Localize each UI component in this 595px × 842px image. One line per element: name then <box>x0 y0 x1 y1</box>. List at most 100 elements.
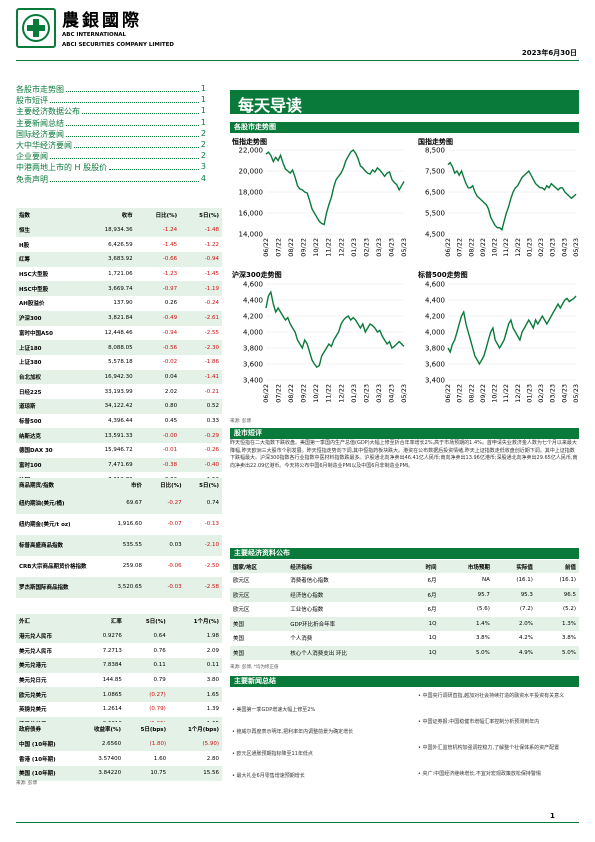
table-cell: 7.2713 <box>102 647 122 654</box>
toc-item[interactable]: 主要新闻总结 1 <box>16 118 206 129</box>
table-cell: CRB大宗商品期货价格指数 <box>19 564 87 571</box>
table-cell: 上证380 <box>19 360 42 367</box>
header-divider <box>16 60 579 61</box>
table-cell: 港元兑人民币 <box>16 628 83 644</box>
chart-sp500: 4,600 4,400 4,200 4,000 3,800 3,600 3,40006/22… <box>425 281 580 403</box>
econ-cell: 美国 <box>233 636 245 643</box>
chart-title-csi300: 沪深300走势图 <box>232 271 282 279</box>
table-row: 罗杰斯国际商品指数 3,520.65 -0.03 -2.58 <box>16 576 222 598</box>
table-cell: 中国 (10年期) <box>16 736 77 752</box>
y-tick-label: 3,800 <box>425 345 445 353</box>
table-cell: HSC中型股 <box>16 281 81 297</box>
table-cell: 台北加权 <box>16 369 81 385</box>
x-tick-label: 10/22 <box>312 384 320 403</box>
table-cell: -0.49 <box>135 310 181 326</box>
toc-item[interactable]: 企业要闻 2 <box>16 151 206 162</box>
table-header-cell: 5日(%) <box>124 614 169 629</box>
table-cell: 红筹 <box>16 252 81 267</box>
y-tick-label: 7,500 <box>425 168 445 176</box>
y-tick-label: 4,000 <box>425 329 445 337</box>
table-cell: 4,396.44 <box>108 417 133 424</box>
y-tick-label: 8,500 <box>425 147 445 155</box>
table-cell: -2.10 <box>184 534 222 556</box>
table-cell: 15.56 <box>169 766 222 781</box>
table-cell: 0.11 <box>168 658 222 673</box>
table-cell: 6,426.59 <box>108 241 133 248</box>
section-header-commentary: 股市短评 <box>230 428 579 439</box>
econ-cell: 5.0% <box>439 645 493 660</box>
table-cell: 3,520.65 <box>101 576 145 598</box>
econ-cell: 1Q <box>407 645 440 660</box>
table-cell: 道琼斯 <box>16 398 81 414</box>
table-header-cell: 日比(%) <box>135 208 181 223</box>
x-tick-label: 07/22 <box>456 238 464 257</box>
toc-item-page: 1 <box>200 84 206 93</box>
news-item: • 最大礼业6月零售增速预期增长 <box>232 773 305 779</box>
x-tick-label: 06/22 <box>262 238 270 257</box>
econ-row: 美国 核心个人消费支出 环比 1Q 5.0% 4.9% 5.0% <box>230 645 579 660</box>
toc-item[interactable]: 大中华经济要闻 2 <box>16 140 206 151</box>
toc-item[interactable]: 中港两地上市的 H 股股价 3 <box>16 162 206 173</box>
news-item: • 中国证券报:中国稳健市增幅汇率控制分析预测到年内 <box>418 719 540 725</box>
table-header-cell: 1个月(%) <box>168 614 222 629</box>
toc-item[interactable]: 国际经济要闻 2 <box>16 129 206 140</box>
table-cell: -0.66 <box>135 252 181 267</box>
econ-cell: (16.1) <box>559 577 576 584</box>
table-cell: -2.30 <box>180 340 222 355</box>
econ-header-cell: 市场预期 <box>439 560 493 573</box>
y-tick-label: 4,600 <box>425 281 445 289</box>
toc-item[interactable]: 免责声明 4 <box>16 174 206 185</box>
chart-title-hscei: 国指走势图 <box>418 138 453 146</box>
x-tick-label: 09/22 <box>479 384 487 403</box>
table-cell: 3,669.74 <box>80 281 136 297</box>
econ-header-cell: 经济指标 <box>287 560 407 573</box>
table-row: 纳斯达克 13,591.33 -0.00 -0.29 <box>16 428 222 443</box>
table-cell: 259.08 <box>122 563 142 570</box>
x-tick-label: 09/22 <box>300 238 308 257</box>
econ-cell: 96.5 <box>535 587 579 602</box>
page-title: 每天导读 <box>230 90 579 115</box>
table-cell: 标普高盛商品指数 <box>16 534 101 556</box>
table-cell: 美元兑港元 <box>16 658 83 673</box>
table-cell: -0.27 <box>144 492 185 514</box>
x-tick-label: 01/23 <box>350 384 358 403</box>
toc-dot-leader <box>50 151 199 160</box>
econ-cell: 个人消费 <box>290 636 313 643</box>
table-row: 富时中国A50 12,448.46 -0.94 -2.55 <box>16 326 222 341</box>
x-tick-label: 03/23 <box>375 238 383 257</box>
table-header-cell: 5日(%) <box>180 208 222 223</box>
econ-cell: 3.8% <box>562 635 576 642</box>
table-cell: -0.24 <box>204 300 219 307</box>
table-header-cell: 商品期货/指数 <box>16 478 101 493</box>
table-cell: -0.00 <box>135 428 181 443</box>
table-row: 英镑兑美元 1.2614 (0.79) 1.39 <box>16 702 222 717</box>
table-cell: 0.80 <box>135 398 181 414</box>
table-cell: 10.75 <box>124 766 170 781</box>
table-cell: -2.50 <box>204 563 219 570</box>
logo-mark-icon <box>22 14 50 42</box>
company-logo <box>16 8 56 48</box>
econ-cell: (16.1) <box>516 577 533 584</box>
x-tick-label: 06/22 <box>262 384 270 403</box>
toc-item[interactable]: 主要经济数据公布 1 <box>16 106 206 117</box>
table-row: 中国 (10年期) 2.6560 (1.80) (5.90) <box>16 736 222 752</box>
table-cell: 美元兑人民币 <box>19 648 53 655</box>
table-cell: 恒生 <box>16 222 81 238</box>
econ-cell: 欧元区 <box>233 607 250 614</box>
toc-item-label: 中港两地上市的 H 股股价 <box>16 163 108 173</box>
news-item: • 鲍威尔再度表示明年,把利率年内调整前景为确定增长 <box>232 729 354 735</box>
toc-item[interactable]: 股市短评 1 <box>16 95 206 106</box>
table-cell: 2.80 <box>206 755 219 762</box>
table-row: 恒生 18,934.36 -1.24 -1.48 <box>16 222 222 238</box>
table-cell: 1.2614 <box>102 706 122 713</box>
table-cell: -1.23 <box>162 271 178 278</box>
x-tick-label: 05/23 <box>400 238 408 257</box>
toc-item-page: 2 <box>200 151 206 161</box>
x-tick-label: 04/23 <box>560 238 568 257</box>
toc-item[interactable]: 各股市走势图 1 <box>16 84 206 95</box>
econ-cell: 美国 <box>230 645 288 660</box>
table-cell: 0.74 <box>184 492 222 514</box>
table-cell: 香港 (10年期) <box>19 756 56 763</box>
econ-cell: 1Q <box>407 616 440 631</box>
table-cell: 标普500 <box>19 418 42 425</box>
